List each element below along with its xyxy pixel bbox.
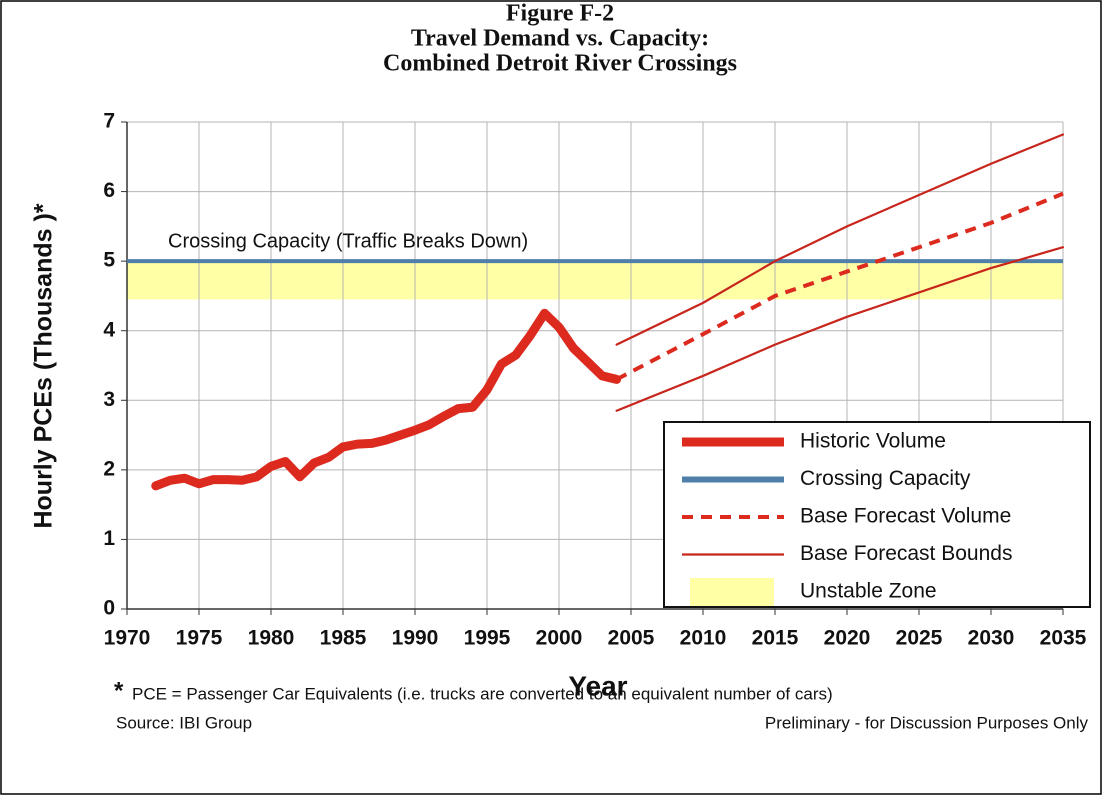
x-tick-label: 2025 <box>896 627 943 650</box>
legend-label: Historic Volume <box>800 430 946 453</box>
chart-title: Figure F-2 <box>506 1 614 27</box>
series-line <box>151 308 622 491</box>
x-tick-label: 1975 <box>176 627 223 650</box>
y-tick-label: 6 <box>103 179 115 202</box>
x-axis-label: Year <box>568 670 627 701</box>
disclaimer: Preliminary - for Discussion Purposes On… <box>765 713 1089 732</box>
y-tick-label: 1 <box>103 527 115 550</box>
unstable-zone <box>127 261 1063 300</box>
series-line <box>615 246 1065 412</box>
x-tick-label: 1995 <box>464 627 511 650</box>
x-tick-label: 1980 <box>248 627 295 650</box>
x-tick-label: 2030 <box>968 627 1015 650</box>
y-tick-label: 0 <box>103 597 115 620</box>
x-tick-label: 2020 <box>824 627 871 650</box>
series-line <box>615 133 1065 346</box>
legend <box>663 421 1091 608</box>
x-tick-label: 2035 <box>1040 627 1087 650</box>
plot: 1970 1975 1980 1985 1990 1995 2000 2005 2010 2015… <box>103 110 1091 650</box>
footnote-mark: * <box>114 677 124 704</box>
x-tick-label: 1990 <box>392 627 439 650</box>
chart-title: Travel Demand vs. Capacity: <box>411 26 709 52</box>
legend-label: Crossing Capacity <box>800 467 971 490</box>
legend-label: Unstable Zone <box>800 580 937 603</box>
x-tick-label: 1985 <box>320 627 367 650</box>
chart-title: Combined Detroit River Crossings <box>383 51 737 77</box>
footnote: PCE = Passenger Car Equivalents (i.e. tr… <box>132 684 833 703</box>
y-tick-label: 4 <box>103 318 115 341</box>
y-tick-label: 3 <box>103 388 115 411</box>
y-tick-label: 7 <box>103 110 115 133</box>
y-axis-label: Hourly PCEs (Thousands )* <box>30 203 58 528</box>
y-tick-label: 2 <box>103 457 115 480</box>
annotation: Crossing Capacity (Traffic Breaks Down) <box>168 230 528 252</box>
y-tick-label: 5 <box>103 249 115 272</box>
legend-label: Base Forecast Bounds <box>800 542 1012 565</box>
x-tick-label: 2015 <box>752 627 799 650</box>
x-tick-label: 2005 <box>608 627 655 650</box>
source: Source: IBI Group <box>116 713 252 732</box>
legend-swatch <box>690 578 774 606</box>
legend-label: Base Forecast Volume <box>800 505 1011 528</box>
x-tick-label: 2010 <box>680 627 727 650</box>
x-tick-label: 1970 <box>104 627 151 650</box>
series-line <box>615 191 1064 382</box>
x-tick-label: 2000 <box>536 627 583 650</box>
